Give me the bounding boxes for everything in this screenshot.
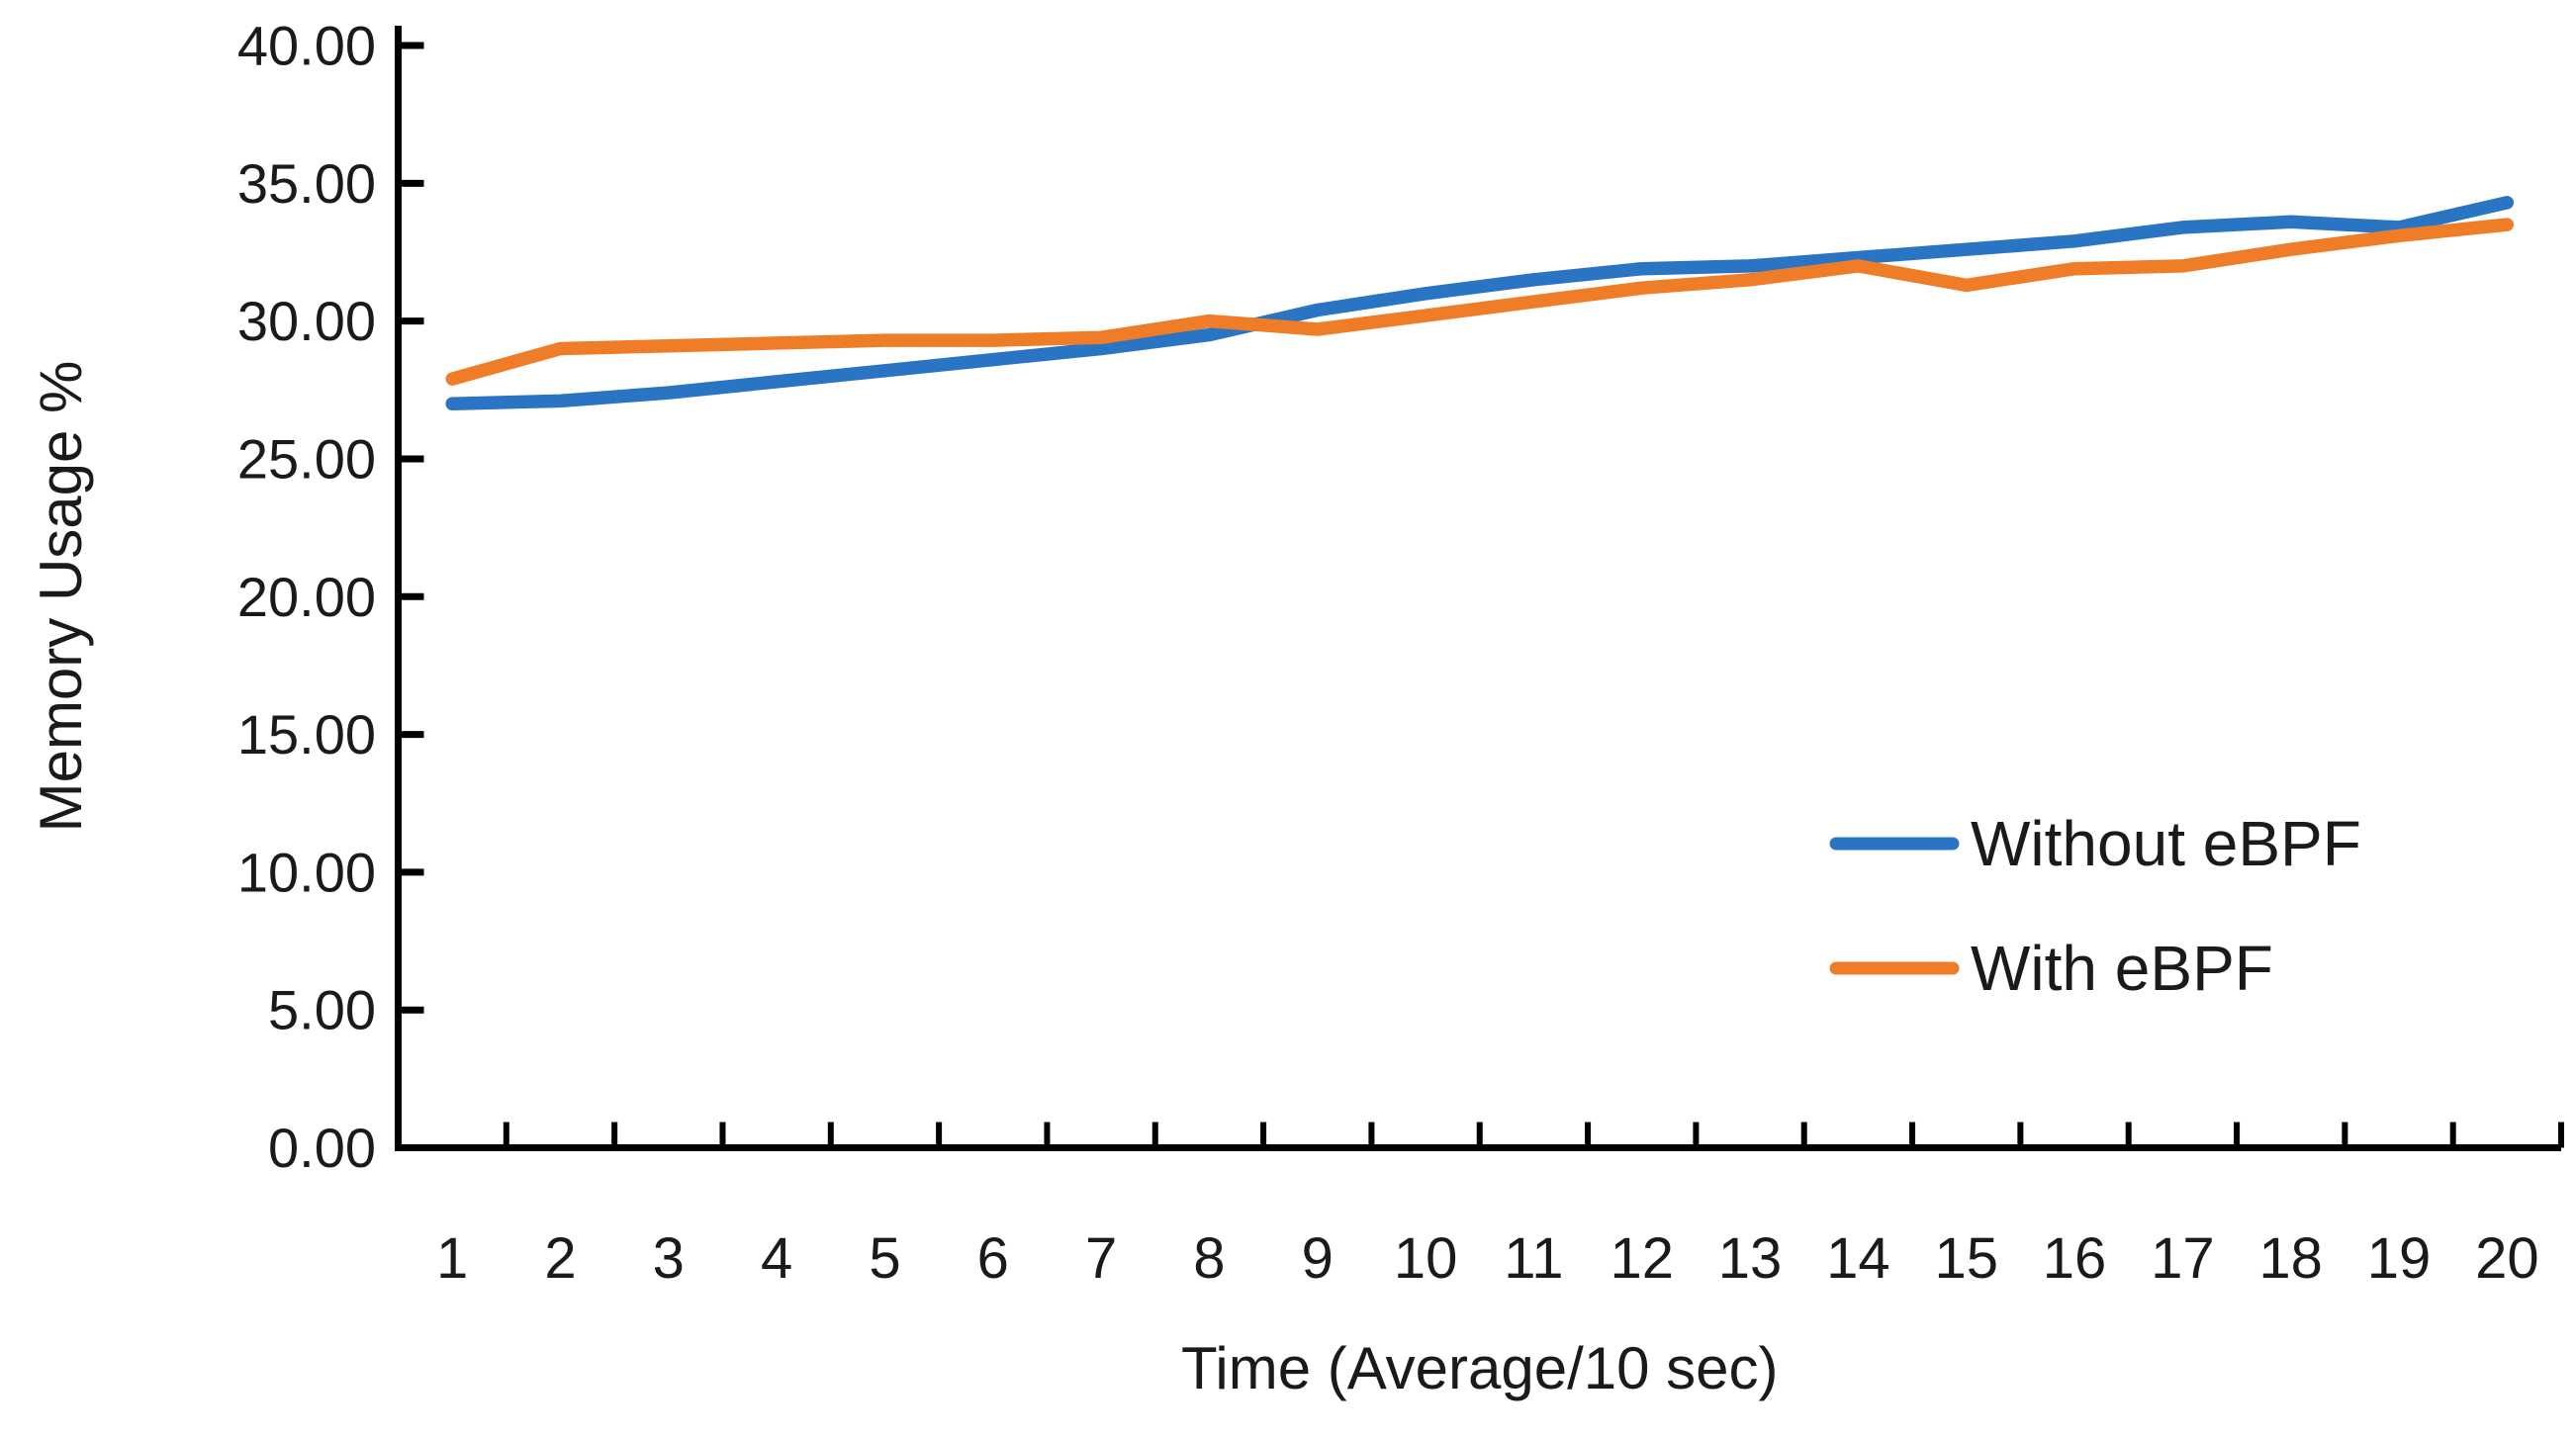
y-tick-label: 15.00 — [237, 703, 376, 765]
x-tick-label: 5 — [869, 1226, 900, 1291]
legend-label: Without eBPF — [1971, 808, 2361, 879]
y-tick-label: 5.00 — [268, 979, 376, 1041]
x-tick-label: 19 — [2367, 1226, 2432, 1291]
y-tick-label: 40.00 — [237, 15, 376, 77]
x-tick-label: 15 — [1934, 1226, 1998, 1291]
x-tick-label: 1 — [436, 1226, 468, 1291]
x-tick-label: 10 — [1394, 1226, 1458, 1291]
x-tick-label: 7 — [1085, 1226, 1117, 1291]
x-axis-title: Time (Average/10 sec) — [1181, 1335, 1779, 1401]
legend-label: With eBPF — [1971, 933, 2273, 1004]
x-tick-label: 20 — [2475, 1226, 2539, 1291]
x-tick-label: 13 — [1718, 1226, 1783, 1291]
y-tick-label: 20.00 — [237, 566, 376, 628]
x-tick-label: 12 — [1610, 1226, 1674, 1291]
x-tick-label: 16 — [2043, 1226, 2107, 1291]
y-tick-label: 30.00 — [237, 290, 376, 352]
x-tick-label: 4 — [761, 1226, 792, 1291]
y-tick-label: 10.00 — [237, 841, 376, 903]
x-tick-label: 9 — [1302, 1226, 1334, 1291]
x-tick-label: 18 — [2258, 1226, 2323, 1291]
x-tick-label: 8 — [1193, 1226, 1225, 1291]
x-tick-label: 6 — [977, 1226, 1009, 1291]
x-tick-label: 2 — [544, 1226, 576, 1291]
x-tick-label: 3 — [653, 1226, 685, 1291]
y-tick-label: 25.00 — [237, 427, 376, 490]
y-axis-title: Memory Usage % — [28, 361, 94, 833]
x-tick-label: 17 — [2151, 1226, 2215, 1291]
series-line-with-ebpf — [445, 218, 2515, 386]
y-tick-label: 0.00 — [268, 1117, 376, 1179]
x-tick-label: 11 — [1504, 1226, 1563, 1291]
y-tick-label: 35.00 — [237, 152, 376, 215]
series-line-without-ebpf — [445, 196, 2515, 410]
x-tick-label: 14 — [1826, 1226, 1890, 1291]
